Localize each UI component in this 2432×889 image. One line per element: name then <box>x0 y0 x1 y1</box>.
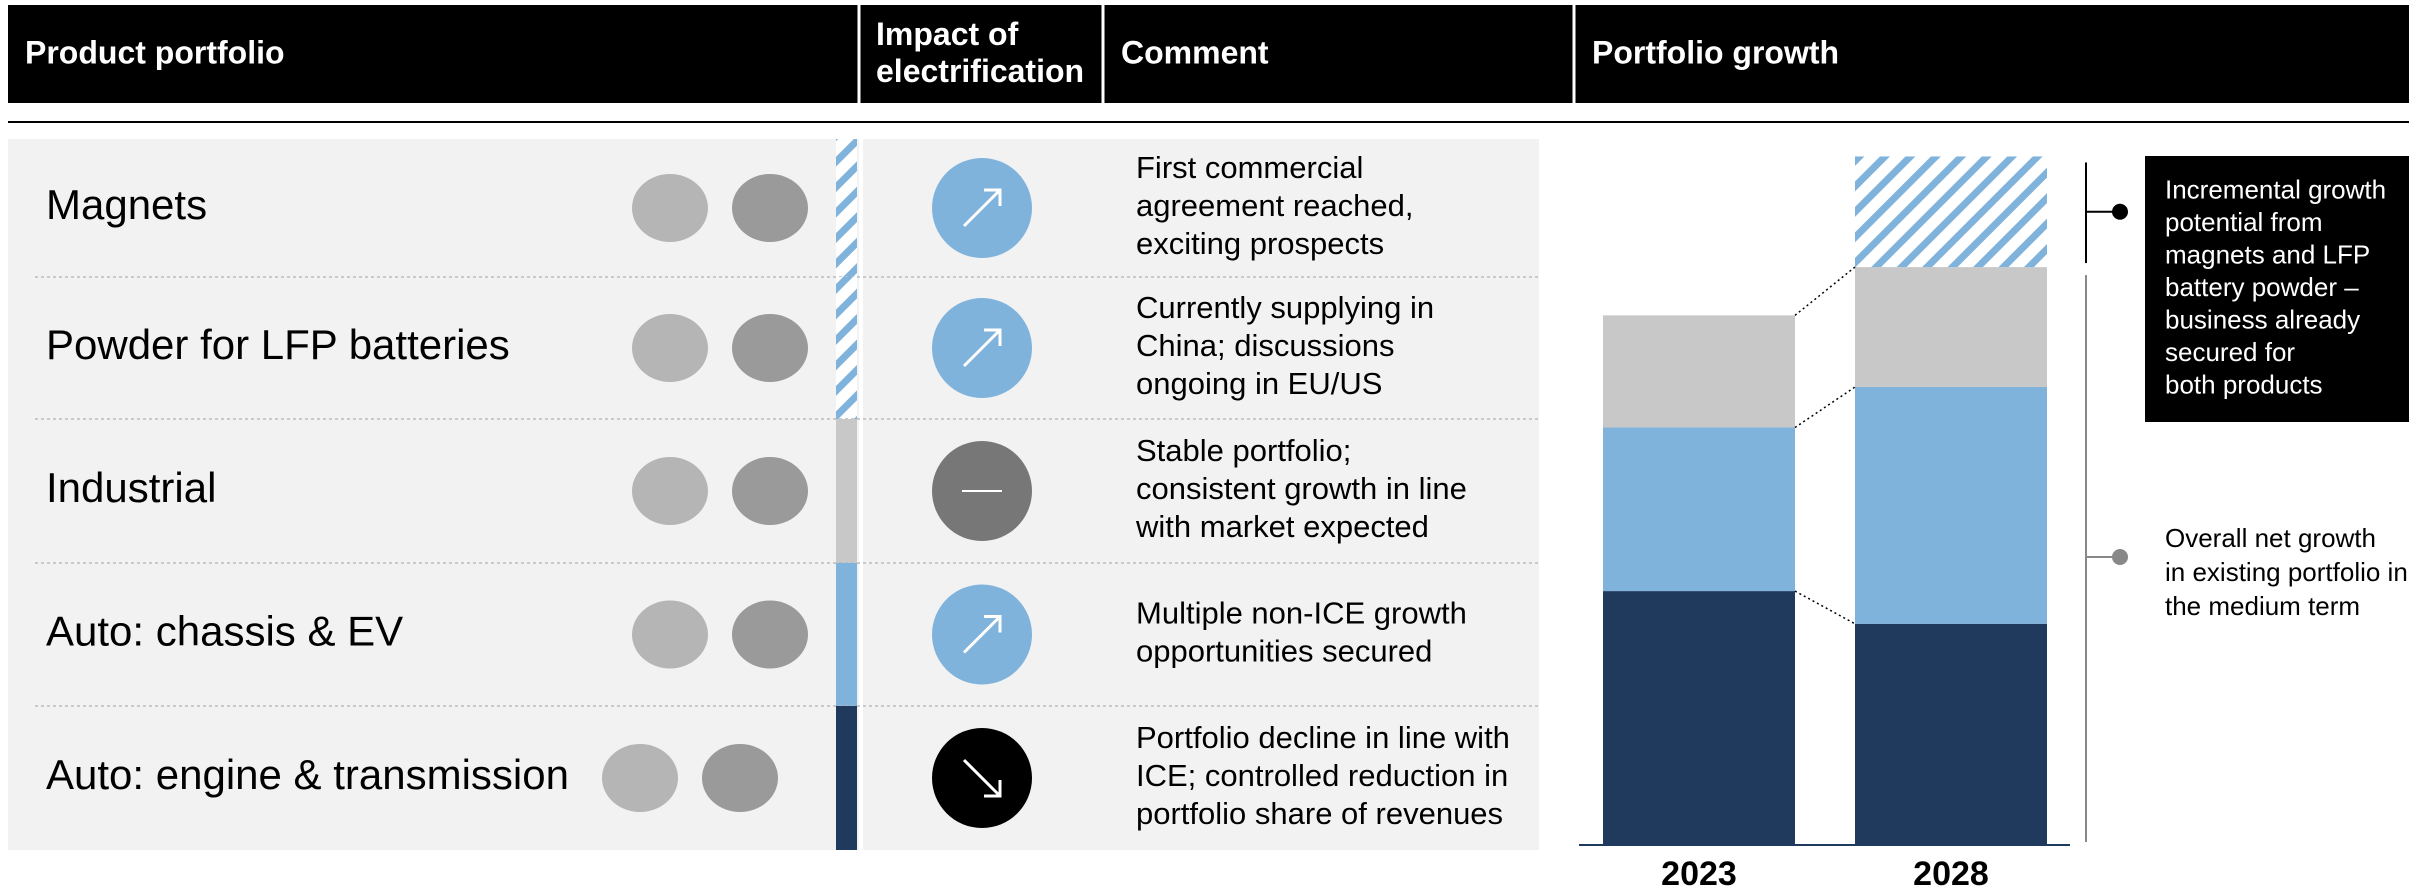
product-shape <box>632 600 708 669</box>
comment-text: with market expected <box>1135 509 1429 544</box>
comment-text: Stable portfolio; <box>1136 433 1351 468</box>
comment-text: consistent growth in line <box>1136 471 1467 506</box>
product-image <box>632 600 808 669</box>
annotation: Overall net growth <box>2165 523 2376 553</box>
bar-segment <box>1603 315 1795 428</box>
annotation: in existing portfolio in <box>2165 557 2408 587</box>
bar-segment <box>1603 427 1795 592</box>
bracket-dot <box>2112 203 2128 220</box>
impact-glyph <box>962 328 1002 368</box>
product-image <box>602 744 778 812</box>
product-shape <box>732 314 808 382</box>
comment-text: China; discussions <box>1136 328 1394 363</box>
comment-text: First commercial <box>1136 150 1363 185</box>
header-label: Comment <box>1121 34 1269 70</box>
annotation: potential from <box>2165 207 2323 237</box>
product-name: Auto: engine & transmission <box>46 751 569 798</box>
impact-glyph <box>984 615 1002 633</box>
product-name: Powder for LFP batteries <box>46 321 510 368</box>
product-shape <box>602 744 678 812</box>
impact-glyph <box>962 188 1002 228</box>
x-tick-label: 2023 <box>1661 855 1737 889</box>
connector <box>1794 266 1856 316</box>
callout-box <box>2145 156 2409 422</box>
bar-segment <box>1855 623 2047 845</box>
header-label: Portfolio growth <box>1592 34 1839 70</box>
product-image <box>632 174 808 242</box>
product-shape <box>732 600 808 669</box>
bar-segment <box>1855 267 2047 388</box>
x-tick-label: 2028 <box>1913 855 1989 889</box>
bracket-dot <box>2112 549 2128 565</box>
product-image <box>632 457 808 525</box>
comment-text: exciting prospects <box>1136 226 1384 261</box>
header-label: Impact of <box>876 16 1019 52</box>
comment-text: agreement reached, <box>1136 188 1413 223</box>
row-strip <box>836 419 857 563</box>
connector <box>1794 590 1856 625</box>
impact-glyph <box>984 188 1002 206</box>
header-label: Product portfolio <box>25 34 285 70</box>
product-name: Magnets <box>46 181 207 228</box>
comment-text: ICE; controlled reduction in <box>1136 758 1508 793</box>
product-shape <box>632 174 708 242</box>
row-strip <box>836 277 857 419</box>
bar-segment <box>1855 156 2047 268</box>
impact-glyph <box>962 615 1002 654</box>
comment-text: opportunities secured <box>1136 634 1432 669</box>
annotation: magnets and LFP <box>2165 239 2370 269</box>
annotation: Incremental growth <box>2165 174 2386 204</box>
comment-text: ongoing in EU/US <box>1136 366 1382 401</box>
annotation: both products <box>2165 369 2323 399</box>
comment-text: Currently supplying in <box>1136 290 1434 325</box>
comment-text: portfolio share of revenues <box>1136 796 1503 831</box>
annotation: battery powder – <box>2165 272 2359 302</box>
header-bar <box>8 5 2409 103</box>
header-label: electrification <box>876 53 1084 89</box>
impact-glyph <box>984 328 1002 346</box>
product-name: Industrial <box>46 464 216 511</box>
product-shape <box>732 174 808 242</box>
product-shape <box>632 314 708 382</box>
row-strip <box>836 139 857 277</box>
row-strip <box>836 706 857 850</box>
product-image <box>632 314 808 382</box>
product-shape <box>632 457 708 525</box>
annotation: business already <box>2165 304 2360 334</box>
connector <box>1794 386 1856 429</box>
row-strip <box>836 563 857 706</box>
annotation: secured for <box>2165 337 2295 367</box>
bar-segment <box>1603 591 1795 845</box>
annotation: the medium term <box>2165 591 2360 621</box>
impact-glyph <box>984 780 1002 798</box>
comment-text: Multiple non-ICE growth <box>1136 596 1467 631</box>
product-shape <box>732 457 808 525</box>
bar-segment <box>1855 387 2047 624</box>
impact-glyph <box>962 758 1002 798</box>
product-shape <box>702 744 778 812</box>
comment-text: Portfolio decline in line with <box>1136 720 1510 755</box>
product-name: Auto: chassis & EV <box>46 608 403 655</box>
